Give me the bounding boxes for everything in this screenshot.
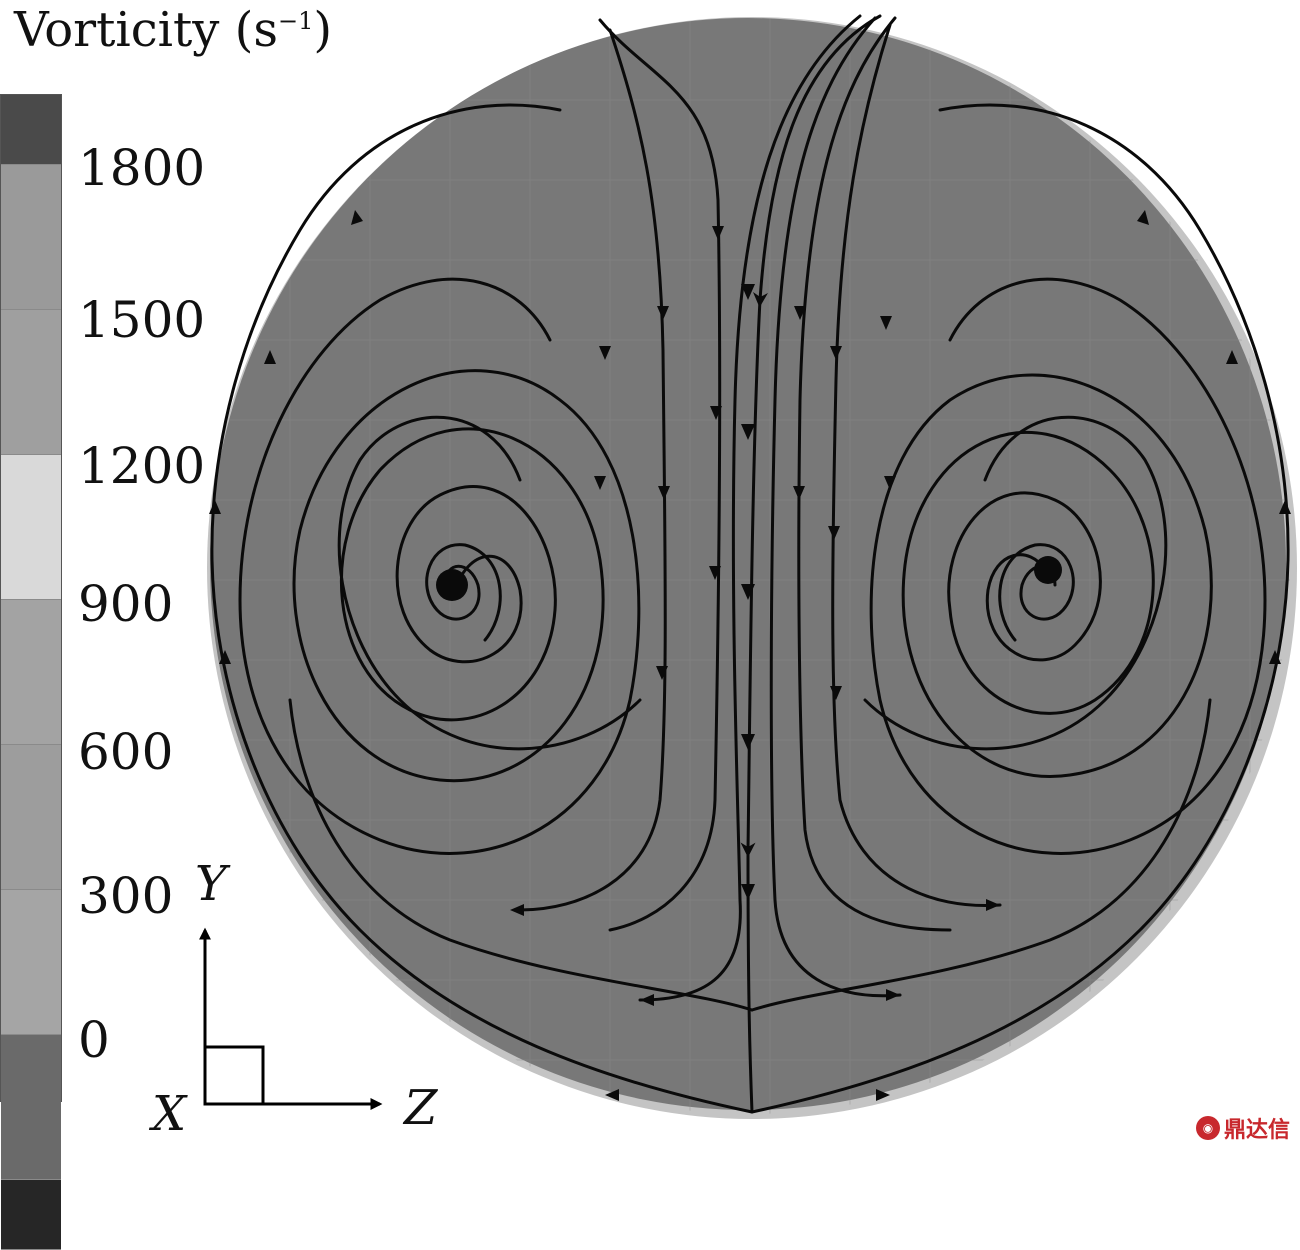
vorticity-streamline-diagram [199,14,1297,1119]
legend-tick-300: 300 [78,867,174,925]
right-vortex-loop [750,103,1290,1114]
right-vortex-core [1034,556,1062,584]
x-axis-label: X [152,1086,187,1142]
streamline-l2 [518,28,667,912]
streamline-bottom-right [750,698,1212,1012]
left-vortex-core [436,569,468,601]
left-vortex-outer [238,277,641,855]
right-vortex-outer [869,277,1267,855]
x-axis-box [203,1045,265,1106]
left-vortex-loop [210,103,754,1114]
legend-band-8 [1,1180,61,1250]
right-vortex-inner [998,543,1075,642]
legend-tick-1200: 1200 [78,437,206,495]
streamline-r1 [797,16,952,932]
streamline-bottom-left [288,698,754,1012]
legend-band-0 [1,95,61,165]
legend-tick-600: 600 [78,723,174,781]
y-axis-label: Y [195,856,227,912]
left-vortex-mid [337,415,642,751]
streamline-arrowheads [209,210,1291,1101]
streamline-center-right [769,16,902,998]
legend-tick-0: 0 [78,1011,110,1069]
legend-tick-900: 900 [78,575,174,633]
legend-tick-1500: 1500 [78,291,206,349]
legend-title: Vorticity (s−1) [14,2,333,58]
legend-band-3 [1,455,61,600]
legend-band-5 [1,745,61,890]
z-axis-label: Z [404,1080,438,1136]
legend-band-2 [1,310,61,455]
logo-icon: ◉ [1195,1116,1220,1140]
legend-band-4 [1,600,61,745]
streamline-l1 [598,18,722,932]
streamline-center [740,14,882,1114]
streamline-center-left [638,14,862,1002]
right-vortex-mid [863,415,1168,751]
watermark: ◉ 鼎达信 [1195,1112,1290,1144]
legend-band-1 [1,165,61,310]
legend-tick-1800: 1800 [78,139,206,197]
legend-band-6 [1,890,61,1035]
streamlines [210,14,1290,1114]
left-vortex-inner [425,543,502,642]
streamline-r2 [831,23,1002,908]
coordinate-axes [199,927,383,1110]
